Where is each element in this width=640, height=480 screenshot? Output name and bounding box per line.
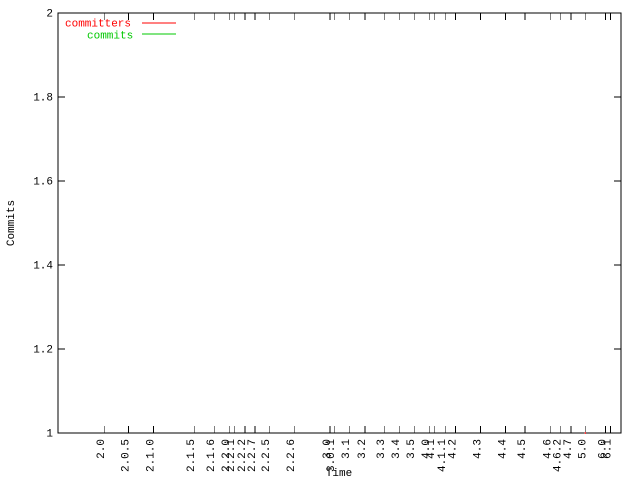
svg-text:commits: commits [87,31,133,43]
svg-text:committers: committers [65,19,131,31]
